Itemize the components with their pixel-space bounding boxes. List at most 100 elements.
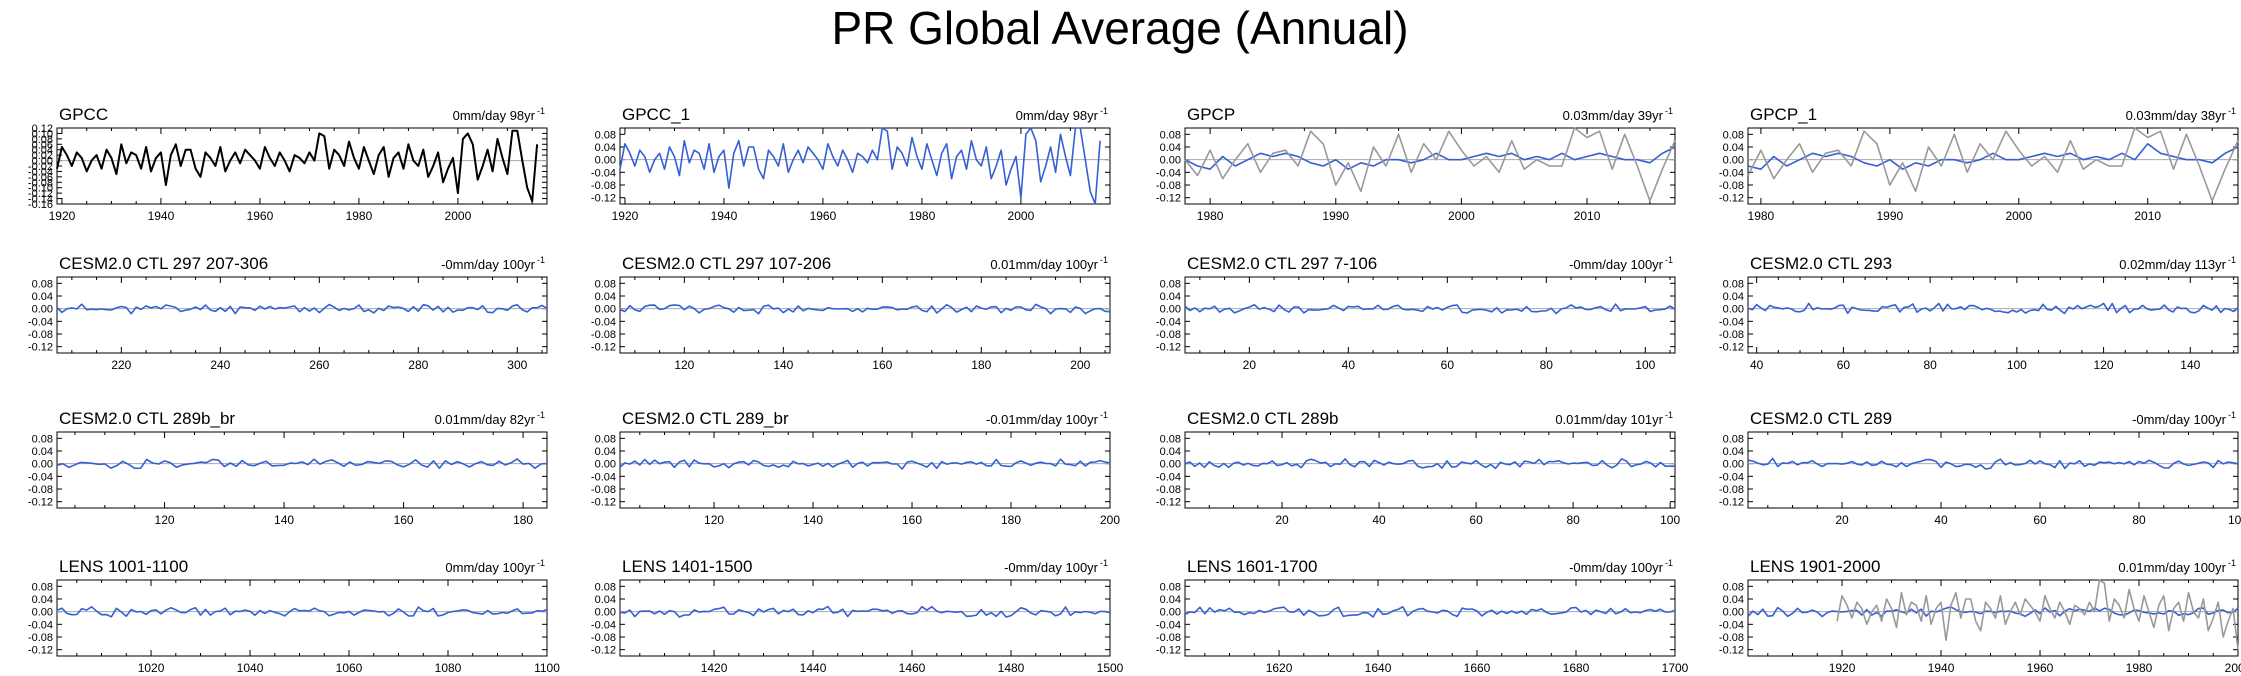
y-tick-label: 0.04 bbox=[595, 291, 616, 303]
panel-trend: 0.01mm/day 100yr bbox=[2118, 560, 2226, 575]
x-tick-label: 140 bbox=[773, 358, 793, 372]
panel-trend-exponent: -1 bbox=[537, 558, 545, 568]
y-tick-label: -0.08 bbox=[1156, 329, 1181, 341]
y-tick-label: 0.04 bbox=[1160, 446, 1181, 458]
plot-frame bbox=[56, 431, 548, 509]
x-tick-label: 180 bbox=[513, 513, 533, 527]
y-tick-label: -0.02 bbox=[28, 161, 53, 173]
plot-frame bbox=[1747, 276, 2239, 354]
panel-lens-1901-2000: LENS 1901-2000 0.01mm/day 100yr -1 0.080.04… bbox=[1719, 557, 2241, 675]
y-tick-label: -0.14 bbox=[28, 194, 53, 206]
panel-trend: 0mm/day 98yr bbox=[453, 108, 536, 123]
panel-cesm2-0-ctl-297-107-206: CESM2.0 CTL 297 107-206 0.01mm/day 100yr -… bbox=[591, 254, 1111, 372]
y-tick-label: 0.08 bbox=[32, 134, 53, 146]
y-tick-label: 0.04 bbox=[1723, 594, 1744, 606]
y-tick-label: 0.08 bbox=[1160, 129, 1181, 141]
y-tick-label: 0.00 bbox=[1723, 155, 1744, 167]
series-line-lens-1401-1500 bbox=[619, 605, 1111, 618]
y-tick-label: 0.00 bbox=[32, 156, 53, 168]
series-line-gpcp-overlay bbox=[1184, 127, 1676, 202]
y-tick-label: -0.04 bbox=[28, 316, 53, 328]
x-tick-label: 100 bbox=[1635, 358, 1655, 372]
y-tick-label: -0.04 bbox=[1719, 167, 1744, 179]
series-line-ctl-289b-br bbox=[56, 458, 548, 470]
series-line-gpcc-1 bbox=[619, 127, 1101, 205]
series-line-ctl-293 bbox=[1747, 302, 2239, 315]
x-tick-label: 1940 bbox=[148, 209, 175, 223]
panel-cesm2-0-ctl-297-7-106: CESM2.0 CTL 297 7-106 -0mm/day 100yr -1 0.0… bbox=[1156, 254, 1676, 372]
panel-trend-exponent: -1 bbox=[1665, 558, 1673, 568]
x-tick-label: 60 bbox=[1469, 513, 1483, 527]
x-tick-label: 1960 bbox=[810, 209, 837, 223]
panel-trend-exponent: -1 bbox=[1100, 106, 1108, 116]
x-tick-label: 200 bbox=[1100, 513, 1120, 527]
y-tick-label: -0.08 bbox=[28, 329, 53, 341]
y-tick-label: -0.08 bbox=[1719, 484, 1744, 496]
x-tick-label: 200 bbox=[1070, 358, 1090, 372]
y-tick-label: -0.08 bbox=[591, 180, 616, 192]
y-tick-label: -0.04 bbox=[591, 471, 616, 483]
series-line-gpcp-1-overlay bbox=[1747, 127, 2239, 202]
x-tick-label: 1460 bbox=[899, 661, 926, 675]
panel-gpcp: GPCP 0.03mm/day 39yr -10.080.040.00-0.04-0… bbox=[1156, 105, 1676, 223]
series-line-ctl-297-7-106 bbox=[1184, 303, 1676, 315]
panel-trend: 0.02mm/day 113yr bbox=[2119, 257, 2226, 272]
x-tick-label: 1980 bbox=[1748, 209, 1775, 223]
panel-trend-exponent: -1 bbox=[1100, 410, 1108, 420]
y-tick-label: 0.04 bbox=[595, 446, 616, 458]
panel-lens-1601-1700: LENS 1601-1700 -0mm/day 100yr -1 0.080.040.… bbox=[1156, 557, 1689, 675]
y-tick-label: 0.08 bbox=[595, 129, 616, 141]
series-line-ctl-297-207-306 bbox=[56, 303, 548, 315]
panel-trend: 0mm/day 100yr bbox=[445, 560, 535, 575]
x-tick-label: 1980 bbox=[1197, 209, 1224, 223]
x-tick-label: 180 bbox=[1001, 513, 1021, 527]
x-tick-label: 80 bbox=[1540, 358, 1554, 372]
x-tick-label: 1040 bbox=[237, 661, 264, 675]
panel-title: CESM2.0 CTL 289_br bbox=[622, 409, 789, 428]
panel-cesm2-0-ctl-289-br: CESM2.0 CTL 289_br -0.01mm/day 100yr -1 0.0… bbox=[591, 409, 1120, 527]
y-tick-label: -0.04 bbox=[591, 167, 616, 179]
panel-trend-exponent: -1 bbox=[1100, 558, 1108, 568]
panel-trend-exponent: -1 bbox=[537, 410, 545, 420]
plot-frame bbox=[1747, 579, 2239, 657]
plot-frame bbox=[619, 276, 1111, 354]
x-tick-label: 1990 bbox=[1322, 209, 1349, 223]
x-tick-label: 1060 bbox=[336, 661, 363, 675]
y-tick-label: -0.08 bbox=[591, 329, 616, 341]
y-tick-label: -0.04 bbox=[1719, 471, 1744, 483]
x-tick-label: 160 bbox=[394, 513, 414, 527]
x-tick-label: 1920 bbox=[612, 209, 639, 223]
y-tick-label: 0.00 bbox=[32, 304, 53, 316]
plot-frame bbox=[1747, 431, 2239, 509]
y-tick-label: 0.04 bbox=[1723, 291, 1744, 303]
panel-cesm2-0-ctl-289b-br: CESM2.0 CTL 289b_br 0.01mm/day 82yr -1 0.08… bbox=[28, 409, 548, 527]
x-tick-label: 120 bbox=[704, 513, 724, 527]
plot-frame bbox=[56, 579, 548, 657]
y-tick-label: 0.00 bbox=[1723, 607, 1744, 619]
x-tick-label: 2000 bbox=[2005, 209, 2032, 223]
y-tick-label: 0.00 bbox=[595, 304, 616, 316]
panel-title: CESM2.0 CTL 289 bbox=[1750, 409, 1892, 428]
y-tick-label: 0.00 bbox=[1723, 459, 1744, 471]
y-tick-label: -0.12 bbox=[1719, 342, 1744, 354]
y-tick-label: -0.04 bbox=[1719, 316, 1744, 328]
y-tick-label: -0.12 bbox=[591, 342, 616, 354]
y-tick-label: 0.08 bbox=[1160, 278, 1181, 290]
panel-grid: GPCC 0mm/day 98yr -10.120.100.080.060.040.… bbox=[28, 105, 2241, 675]
panel-lens-1001-1100: LENS 1001-1100 0mm/day 100yr -1 0.080.040.0… bbox=[28, 557, 560, 675]
y-tick-label: 0.00 bbox=[595, 459, 616, 471]
y-tick-label: 0.04 bbox=[32, 594, 53, 606]
plot-frame bbox=[619, 579, 1111, 657]
y-tick-label: 0.08 bbox=[1723, 278, 1744, 290]
y-tick-label: -0.12 bbox=[1719, 497, 1744, 509]
x-tick-label: 1640 bbox=[1365, 661, 1392, 675]
y-tick-label: -0.04 bbox=[1156, 471, 1181, 483]
panel-trend-exponent: -1 bbox=[1665, 410, 1673, 420]
x-tick-label: 140 bbox=[803, 513, 823, 527]
panel-cesm2-0-ctl-289b: CESM2.0 CTL 289b 0.01mm/day 101yr -10.080.… bbox=[1156, 409, 1681, 527]
y-tick-label: -0.12 bbox=[28, 188, 53, 200]
series-line-lens-1001-1100 bbox=[56, 605, 548, 618]
y-tick-label: -0.12 bbox=[1156, 497, 1181, 509]
y-tick-label: 0.00 bbox=[1160, 607, 1181, 619]
x-tick-label: 1700 bbox=[1662, 661, 1689, 675]
